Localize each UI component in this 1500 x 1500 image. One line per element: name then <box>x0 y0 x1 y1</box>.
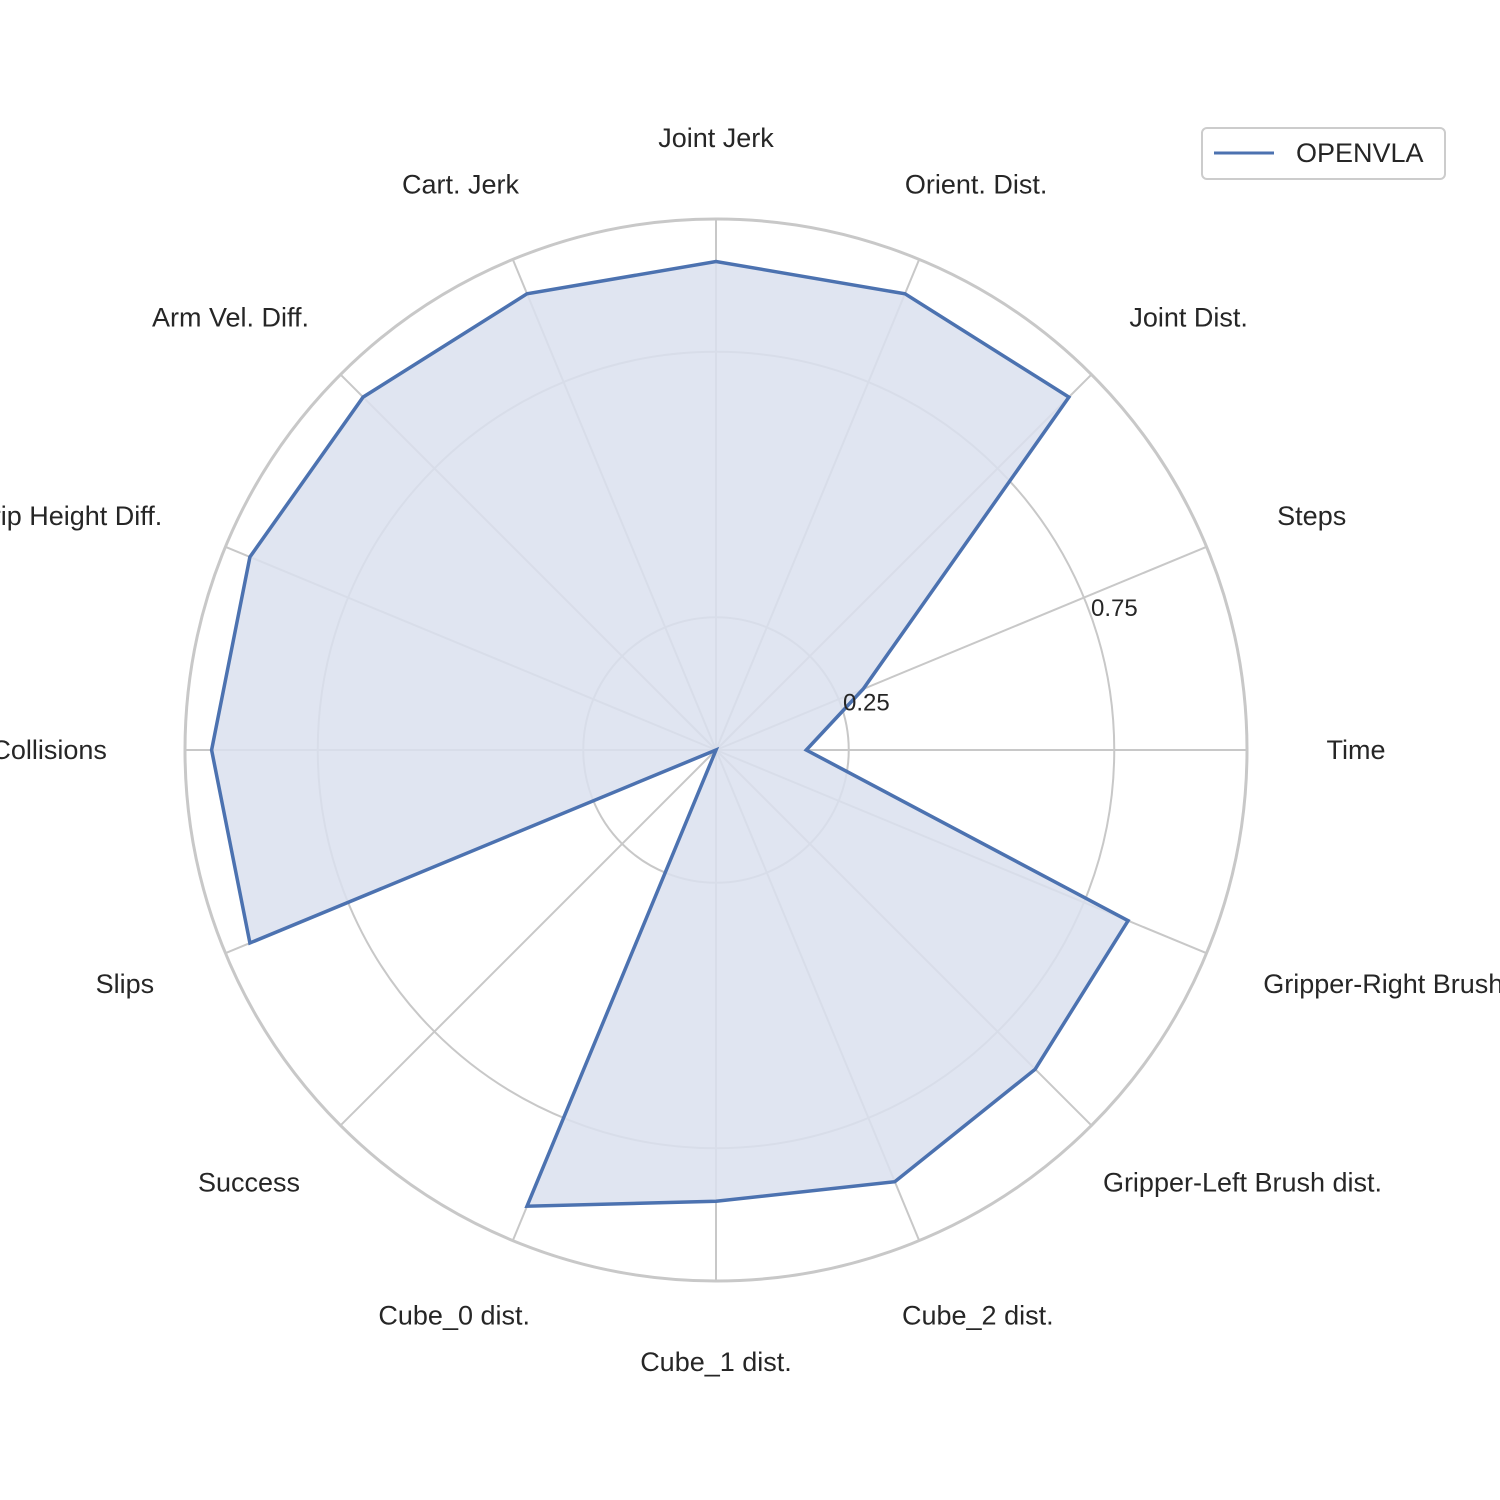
axis-label-9: Slips <box>96 969 155 999</box>
series-line-0 <box>209 259 1131 1209</box>
axis-label-10: Success <box>198 1168 300 1198</box>
axis-label-2: Joint Dist. <box>1129 302 1248 332</box>
spoke-10 <box>339 749 717 1127</box>
series-layer <box>209 259 1131 1209</box>
axis-label-7: Grip Height Diff. <box>0 501 162 531</box>
legend-label-openvla: OPENVLA <box>1296 138 1424 168</box>
axis-labels: Time Steps Joint Dist. Orient. Dist. Joint J… <box>0 123 1500 1377</box>
series-area-0 <box>211 261 1129 1207</box>
axis-label-3: Orient. Dist. <box>905 170 1048 200</box>
axis-label-6: Arm Vel. Diff. <box>152 302 309 332</box>
axis-label-4: Joint Jerk <box>658 123 774 153</box>
axis-label-1: Steps <box>1277 501 1346 531</box>
axis-label-13: Cube_2 dist. <box>902 1300 1054 1330</box>
axis-label-8: Collisions <box>0 735 107 765</box>
radial-tick-label-1: 0.75 <box>1091 595 1138 622</box>
axis-label-11: Cube_0 dist. <box>378 1300 530 1330</box>
axis-label-15: Gripper-Right Brush dist. <box>1263 969 1500 999</box>
radial-tick-labels: 0.25 0.75 <box>843 595 1138 717</box>
axis-label-5: Cart. Jerk <box>402 170 520 200</box>
radial-tick-label-0: 0.25 <box>843 690 890 717</box>
axis-label-12: Cube_1 dist. <box>640 1347 792 1377</box>
legend-frame <box>1201 127 1446 180</box>
legend: OPENVLA <box>1201 127 1446 180</box>
axis-label-0: Time <box>1327 735 1386 765</box>
axis-label-14: Gripper-Left Brush dist. <box>1103 1168 1382 1198</box>
